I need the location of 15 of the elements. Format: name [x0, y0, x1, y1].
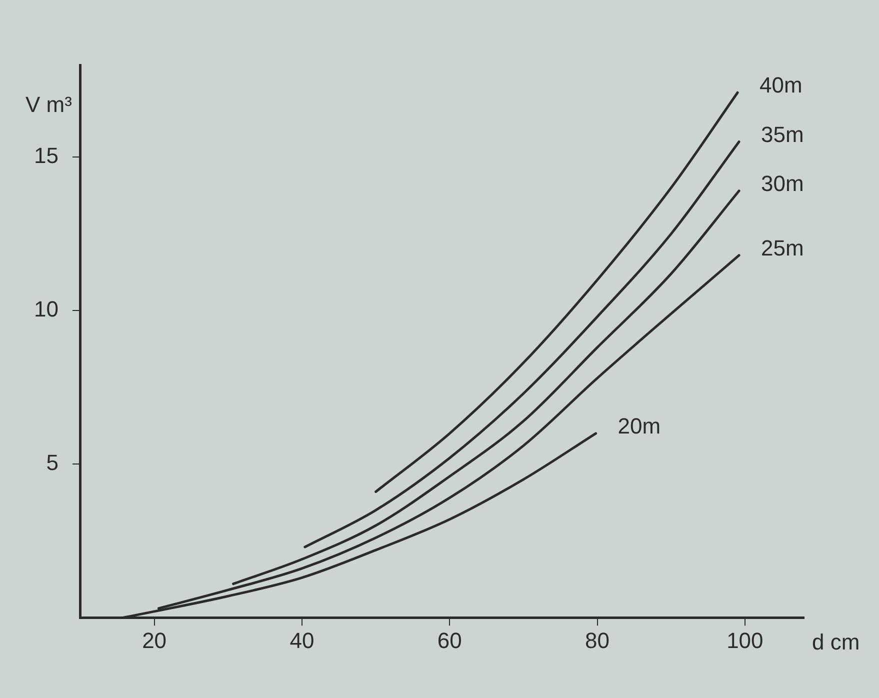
x-tick-label: 40: [290, 628, 314, 653]
series-label: 25m: [761, 235, 804, 260]
x-tick-label: 80: [585, 628, 610, 653]
y-axis-title: V m³: [25, 92, 72, 118]
series-label: 20m: [618, 413, 661, 438]
x-tick-label: 60: [437, 628, 462, 653]
y-tick-label: 15: [34, 143, 58, 168]
series-label: 30m: [761, 170, 804, 196]
series-label: 35m: [761, 122, 804, 147]
y-tick-label: 5: [46, 450, 58, 476]
y-tick-label: 10: [34, 296, 58, 322]
series-label: 40m: [760, 72, 802, 98]
x-tick-label: 20: [142, 628, 167, 653]
x-tick-label: 100: [726, 628, 764, 653]
x-axis-title: d cm: [812, 630, 860, 655]
